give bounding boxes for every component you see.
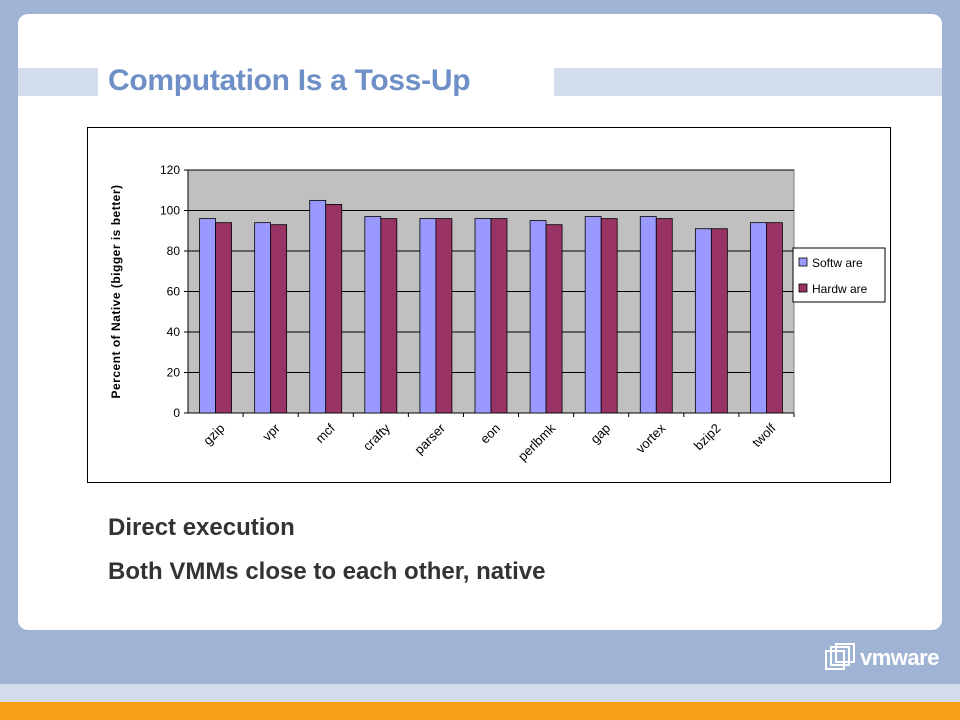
bar-software [364, 216, 382, 414]
y-tick-label: 40 [167, 325, 181, 339]
bar-hardware [325, 204, 343, 414]
y-tick-label: 80 [167, 244, 181, 258]
bar-software [639, 216, 657, 414]
legend-label: Softw are [812, 256, 863, 270]
bar-hardware [215, 222, 232, 414]
bar-hardware [655, 218, 673, 414]
bar-software [529, 220, 547, 414]
bar-software [584, 216, 602, 414]
x-tick-label: vpr [259, 420, 283, 444]
x-tick-label: perlbmk [515, 420, 559, 464]
title-band-left [18, 68, 98, 96]
y-axis-label: Percent of Native (bigger is better) [109, 184, 123, 398]
bar-software [694, 228, 712, 414]
bar-software [750, 222, 767, 414]
chart: 0 20 40 60 80 100 120 gzip vpr mcf crafty parser eon… [87, 127, 891, 483]
bullet-item: Both VMMs close to each other, native [108, 558, 546, 585]
y-tick-label: 120 [160, 163, 180, 177]
bar-hardware [380, 218, 398, 414]
bar-software [254, 222, 272, 414]
x-tick-label: vortex [633, 420, 669, 456]
x-tick-label: mcf [312, 420, 338, 446]
slide-title: Computation Is a Toss-Up [108, 64, 471, 97]
bar-hardware [435, 218, 453, 414]
x-tick-label: bzip2 [691, 421, 724, 454]
slide: Computation Is a Toss-Up 0 20 40 60 80 100 120… [18, 14, 942, 630]
vmware-logo: vmware [824, 643, 940, 673]
bullet-list: Direct execution Both VMMs close to each… [108, 510, 545, 598]
x-tick-label: crafty [360, 420, 393, 453]
bar-software [199, 218, 216, 414]
y-tick-label: 0 [173, 406, 180, 420]
x-tick-label: eon [477, 421, 503, 447]
bar-hardware [270, 224, 288, 414]
legend-swatch [798, 283, 808, 293]
y-tick-label: 60 [167, 285, 181, 299]
footer-accent-stripe [0, 702, 960, 720]
bar-hardware [710, 228, 728, 414]
legend [792, 247, 886, 303]
bullet-item: Direct execution [108, 514, 295, 541]
x-tick-label: gap [587, 421, 613, 447]
title-band-right [554, 68, 942, 96]
bar-hardware [490, 218, 508, 414]
x-tick-label: parser [411, 420, 448, 457]
bar-hardware [600, 218, 618, 414]
x-tick-label: twolf [749, 420, 779, 450]
bar-hardware [766, 222, 783, 414]
x-tick-label: gzip [200, 421, 227, 448]
bar-hardware [545, 224, 563, 414]
bar-software [419, 218, 437, 414]
legend-swatch [798, 257, 808, 267]
vmware-logo-icon [825, 643, 855, 670]
bar-software [309, 199, 327, 414]
y-tick-label: 100 [160, 204, 180, 218]
bar-chart-svg: 0 20 40 60 80 100 120 gzip vpr mcf crafty parser eon… [109, 163, 886, 464]
footer-stripe [0, 684, 960, 702]
bar-software [474, 218, 492, 414]
y-tick-label: 20 [167, 366, 181, 380]
vmware-logo-text: vmware [860, 645, 939, 670]
legend-label: Hardw are [812, 282, 868, 296]
